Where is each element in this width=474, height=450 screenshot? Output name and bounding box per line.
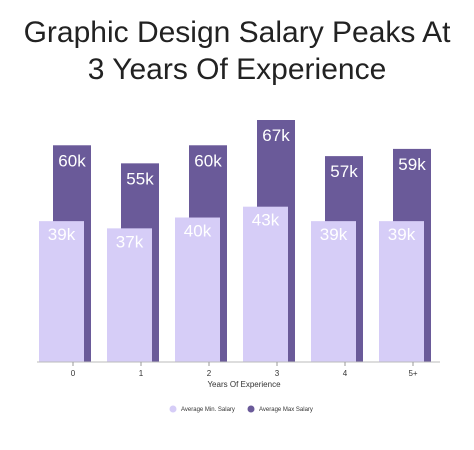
data-label-max-4: 57k — [330, 162, 358, 181]
x-tick-label-4: 4 — [343, 369, 348, 378]
data-label-max-5: 59k — [398, 155, 426, 174]
x-axis-title: Years Of Experience — [207, 380, 281, 389]
data-label-max-1: 55k — [126, 169, 154, 188]
x-tick-label-2: 2 — [207, 369, 212, 378]
legend-marker-1 — [247, 405, 255, 413]
chart-title-line-2: 3 Years Of Experience — [87, 53, 387, 86]
x-axis-ticks: 0 1 2 3 4 5+ — [71, 362, 418, 378]
x-tick-label-1: 1 — [139, 369, 144, 378]
bars-layer — [39, 120, 431, 362]
data-label-max-2: 60k — [194, 151, 222, 170]
bar-labels-layer: 60k 39k 55k 37k 60k 40k 67k 43k 57k 39k 59k 39k — [48, 126, 426, 251]
bar-min-salary-4 — [311, 221, 356, 362]
x-tick-label-3: 3 — [275, 369, 280, 378]
data-label-min-3: 43k — [252, 211, 280, 230]
data-label-min-0: 39k — [48, 225, 76, 244]
chart-title-line-1: Graphic Design Salary Peaks At — [23, 16, 451, 49]
chart-title: Graphic Design Salary Peaks At 3 Years O… — [0, 14, 474, 88]
legend-label-1: Average Max Salary — [259, 407, 313, 413]
data-label-min-1: 37k — [116, 232, 144, 251]
data-label-min-2: 40k — [184, 222, 212, 241]
data-label-max-3: 67k — [262, 126, 290, 145]
legend-label-0: Average Min. Salary — [181, 407, 235, 413]
legend-marker-0 — [169, 405, 177, 413]
bar-min-salary-3 — [243, 206, 288, 362]
legend: Average Min. Salary Average Max Salary — [169, 405, 313, 413]
x-tick-label-5: 5+ — [408, 369, 417, 378]
x-tick-label-0: 0 — [71, 369, 76, 378]
data-label-min-4: 39k — [320, 225, 348, 244]
bar-min-salary-0 — [39, 221, 84, 362]
bar-min-salary-5 — [379, 221, 424, 362]
bar-min-salary-2 — [175, 217, 220, 362]
bar-min-salary-1 — [107, 228, 152, 362]
data-label-min-5: 39k — [388, 225, 416, 244]
data-label-max-0: 60k — [58, 151, 86, 170]
